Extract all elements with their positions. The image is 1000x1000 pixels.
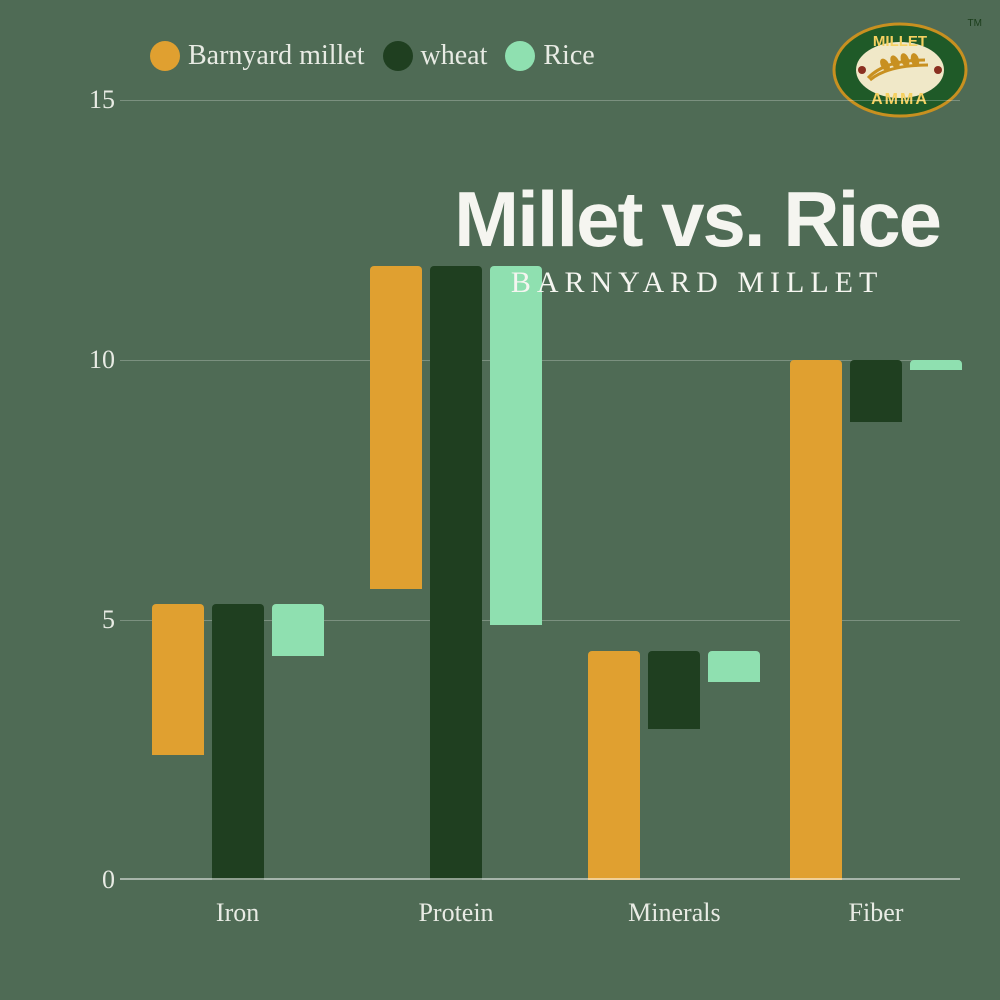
legend-label: Rice xyxy=(543,40,594,72)
bar xyxy=(430,266,482,880)
x-tick-label: Fiber xyxy=(849,898,904,928)
bar xyxy=(850,360,902,422)
y-tick-label: 5 xyxy=(80,605,115,635)
x-axis-line xyxy=(120,878,960,880)
bar-group xyxy=(152,604,324,880)
title-main: Millet vs. Rice xyxy=(454,180,940,258)
legend-dot xyxy=(383,41,413,71)
legend-label: wheat xyxy=(421,40,488,72)
bar xyxy=(152,604,204,755)
bar-group xyxy=(588,651,760,880)
bar-group xyxy=(790,360,962,880)
bar xyxy=(212,604,264,880)
trademark-symbol: TM xyxy=(968,18,982,29)
bar xyxy=(490,266,542,625)
y-tick-label: 15 xyxy=(80,85,115,115)
x-tick-label: Minerals xyxy=(628,898,720,928)
title-block: Millet vs. Rice BARNYARD MILLET xyxy=(454,180,940,300)
bar xyxy=(272,604,324,656)
bar xyxy=(910,360,962,370)
bar xyxy=(648,651,700,729)
x-tick-label: Protein xyxy=(418,898,493,928)
bar xyxy=(588,651,640,880)
bar xyxy=(790,360,842,880)
y-tick-label: 0 xyxy=(80,865,115,895)
bar xyxy=(708,651,760,682)
legend-dot xyxy=(150,41,180,71)
y-tick-label: 10 xyxy=(80,345,115,375)
gridline xyxy=(120,100,960,101)
bar-group xyxy=(370,266,542,880)
x-tick-label: Iron xyxy=(216,898,259,928)
title-sub: BARNYARD MILLET xyxy=(454,266,940,300)
legend-item: Rice xyxy=(505,40,594,72)
bar xyxy=(370,266,422,588)
legend: Barnyard millet wheat Rice xyxy=(150,40,595,72)
legend-item: Barnyard millet xyxy=(150,40,365,72)
legend-label: Barnyard millet xyxy=(188,40,365,72)
logo-top-text: MILLET xyxy=(873,33,927,50)
legend-dot xyxy=(505,41,535,71)
legend-item: wheat xyxy=(383,40,488,72)
